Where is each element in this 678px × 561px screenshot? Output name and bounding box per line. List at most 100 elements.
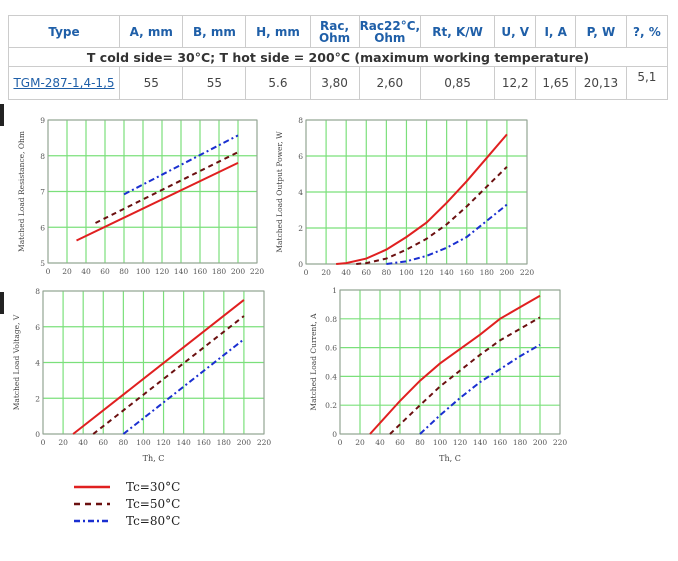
x-tick-label: 0 (338, 438, 343, 447)
x-tick-label: 100 (399, 268, 414, 277)
x-tick-label: 140 (473, 438, 488, 447)
x-tick-label: 140 (439, 268, 454, 277)
x-tick-label: 200 (533, 438, 548, 447)
cell: 55 (118, 66, 184, 100)
x-tick-label: 40 (375, 438, 385, 447)
x-tick-label: 120 (419, 268, 434, 277)
y-tick-label: 6 (298, 152, 303, 161)
x-tick-label: 160 (460, 268, 475, 277)
x-tick-label: 120 (155, 267, 170, 276)
col-header: A, mm (118, 15, 184, 48)
plot-frame (339, 289, 561, 435)
x-tick-label: 100 (136, 267, 151, 276)
cell: 0,85 (420, 66, 496, 100)
series-line-30 (76, 161, 239, 242)
x-tick-label: 140 (176, 438, 191, 447)
cell: 5,1 (625, 66, 669, 100)
y-axis-label: Matched Load Voltage, V (12, 314, 21, 410)
x-tick-label: 20 (58, 438, 68, 447)
x-tick-label: 220 (553, 438, 568, 447)
series-line-80 (419, 343, 541, 435)
legend-label: Tc=50°C (126, 496, 181, 511)
x-tick-label: 180 (217, 438, 232, 447)
cell: 20,13 (575, 66, 627, 100)
y-tick-label: 7 (40, 188, 45, 197)
y-tick-label: 0 (298, 260, 303, 269)
x-tick-label: 220 (520, 268, 535, 277)
model-link[interactable]: TGM-287-1,4-1,5 (13, 76, 115, 90)
y-tick-label: 9 (40, 116, 45, 125)
x-tick-label: 80 (382, 268, 392, 277)
x-tick-label: 100 (433, 438, 448, 447)
cell: 3,80 (309, 66, 360, 100)
x-tick-label: 60 (98, 438, 108, 447)
col-header: Rt, K/W (420, 15, 496, 48)
x-tick-label: 40 (78, 438, 88, 447)
x-tick-label: 120 (156, 438, 171, 447)
legend-item-tc30: Tc=30°C (74, 478, 180, 495)
cell: 5.6 (245, 66, 311, 100)
x-tick-label: 80 (119, 438, 129, 447)
y-tick-label: 1 (332, 286, 337, 295)
y-axis-label: Matched Load Resistance, Ohm (17, 131, 26, 252)
col-header: Rac22°C, Ohm (358, 15, 422, 48)
x-tick-label: 160 (493, 438, 508, 447)
y-tick-label: 0 (35, 430, 40, 439)
x-tick-label: 60 (100, 267, 110, 276)
x-tick-label: 200 (500, 268, 515, 277)
x-tick-label: 20 (321, 268, 331, 277)
col-header: H, mm (245, 15, 311, 48)
y-tick-label: 4 (35, 359, 40, 368)
y-tick-label: 8 (298, 116, 303, 125)
series-line-30 (72, 299, 245, 435)
y-tick-label: 8 (35, 287, 40, 296)
x-tick-label: 180 (513, 438, 528, 447)
x-tick-label: 20 (62, 267, 72, 276)
y-tick-label: 2 (35, 394, 40, 403)
x-tick-label: 140 (174, 267, 189, 276)
cell: 12,2 (494, 66, 537, 100)
edge-marker (0, 104, 4, 126)
x-tick-label: 80 (415, 438, 425, 447)
x-tick-label: 60 (361, 268, 371, 277)
y-axis-label: Matched Load Current, A (309, 313, 318, 411)
header-row: Type A, mm B, mm H, mm Rac, Ohm Rac22°C,… (8, 15, 669, 48)
legend-item-tc50: Tc=50°C (74, 495, 180, 512)
x-tick-label: 20 (355, 438, 365, 447)
y-tick-label: 0.6 (325, 344, 337, 353)
x-tick-label: 200 (231, 267, 246, 276)
x-tick-label: 40 (81, 267, 91, 276)
series-line-50 (356, 166, 508, 265)
table-row: TGM-287-1,4-1,5 55 55 5.6 3,80 2,60 0,85… (8, 66, 669, 100)
edge-marker (0, 292, 4, 314)
col-header: U, V (494, 15, 537, 48)
x-tick-label: 0 (41, 438, 46, 447)
plot-frame (47, 119, 258, 264)
plot-frame (305, 119, 528, 265)
legend: Tc=30°C Tc=50°C Tc=80°C (74, 478, 180, 529)
series-line-50 (95, 151, 239, 224)
col-header: Rac, Ohm (309, 15, 360, 48)
cell: 55 (182, 66, 247, 100)
series-line-30 (336, 133, 508, 265)
y-tick-label: 6 (40, 223, 45, 232)
series-line-50 (389, 316, 541, 435)
x-tick-label: 220 (257, 438, 272, 447)
x-axis-label: Th, C (143, 454, 165, 463)
y-axis-label: Matched Load Output Power, W (275, 131, 284, 253)
x-tick-label: 0 (46, 267, 51, 276)
x-tick-label: 180 (480, 268, 495, 277)
legend-label: Tc=80°C (126, 513, 181, 528)
series-line-80 (122, 338, 245, 435)
y-tick-label: 0.2 (325, 401, 337, 410)
x-tick-label: 100 (136, 438, 151, 447)
x-tick-label: 0 (304, 268, 309, 277)
x-axis-label: Th, C (439, 454, 461, 463)
x-tick-label: 40 (341, 268, 351, 277)
x-tick-label: 160 (197, 438, 212, 447)
x-tick-label: 60 (395, 438, 405, 447)
x-tick-label: 160 (193, 267, 208, 276)
legend-label: Tc=30°C (126, 479, 181, 494)
y-tick-label: 0.4 (325, 372, 337, 381)
